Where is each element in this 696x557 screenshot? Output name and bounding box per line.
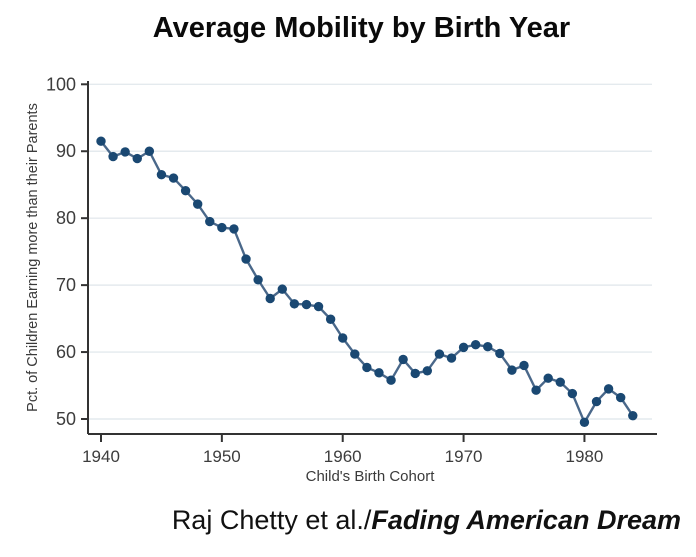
caption-work-title: Fading American Dream — [371, 505, 681, 535]
data-point-1970 — [458, 342, 469, 353]
x-axis-title: Child's Birth Cohort — [306, 468, 436, 485]
data-point-1976 — [531, 385, 541, 395]
data-point-1949 — [205, 216, 215, 227]
data-point-1972 — [483, 342, 493, 352]
data-point-1969 — [446, 353, 457, 363]
data-point-1948 — [192, 199, 203, 209]
data-point-1980 — [579, 417, 590, 428]
data-point-1944 — [144, 146, 155, 156]
data-point-1978 — [555, 377, 565, 387]
data-point-1961 — [350, 349, 360, 359]
y-tick-label: 100 — [46, 74, 76, 94]
source-caption: Raj Chetty et al./Fading American Dream — [172, 505, 681, 536]
data-point-1951 — [229, 224, 239, 234]
x-tick-label: 1950 — [203, 447, 241, 466]
data-point-1966 — [410, 368, 420, 379]
data-point-1941 — [108, 151, 118, 162]
data-point-1940 — [96, 136, 106, 146]
y-tick-label: 70 — [56, 275, 76, 295]
data-point-1959 — [325, 314, 336, 324]
data-point-1967 — [422, 366, 433, 376]
data-point-1950 — [217, 222, 227, 233]
data-point-1956 — [289, 299, 300, 309]
data-point-1984 — [628, 410, 638, 421]
data-point-1965 — [398, 354, 408, 365]
y-tick-label: 60 — [56, 342, 76, 362]
data-point-1954 — [265, 293, 275, 304]
data-point-1981 — [591, 396, 602, 407]
mobility-line-chart: 50 60 70 80 90 100 1940 1950 1960 1970 1980 Child's… — [25, 74, 657, 485]
data-point-1973 — [495, 348, 505, 359]
data-point-1979 — [567, 388, 578, 399]
data-point-1945 — [156, 169, 167, 180]
x-tick-label: 1980 — [566, 447, 604, 466]
data-point-1946 — [168, 173, 179, 183]
x-tick-label: 1940 — [82, 447, 120, 466]
data-point-1947 — [180, 186, 191, 196]
data-point-1982 — [603, 384, 614, 394]
data-line — [100, 140, 634, 424]
chart-title: Average Mobility by Birth Year — [152, 12, 571, 44]
data-point-1955 — [277, 284, 287, 294]
data-point-1942 — [120, 147, 130, 157]
y-axis-title: Pct. of Children Earning more than their… — [25, 103, 41, 412]
y-tick-label: 90 — [56, 141, 76, 161]
data-point-1971 — [470, 339, 481, 350]
data-point-1968 — [434, 349, 445, 359]
data-point-1953 — [253, 275, 263, 285]
data-point-1974 — [507, 365, 517, 375]
caption-author: Raj Chetty et al./ — [171, 505, 372, 535]
data-point-1958 — [313, 301, 324, 312]
x-tick-label: 1960 — [324, 447, 362, 466]
data-point-1943 — [132, 153, 142, 164]
data-point-1983 — [615, 392, 626, 403]
y-tick-label: 50 — [56, 409, 76, 429]
data-point-1977 — [543, 373, 553, 383]
x-tick-label: 1970 — [445, 447, 483, 466]
y-tick-label: 80 — [56, 208, 76, 228]
data-point-1975 — [519, 360, 529, 371]
data-point-1964 — [386, 375, 396, 385]
data-point-1952 — [241, 254, 251, 264]
data-point-1962 — [362, 362, 372, 373]
data-point-1960 — [338, 333, 348, 343]
data-point-1957 — [301, 299, 312, 310]
data-point-1963 — [374, 368, 384, 378]
